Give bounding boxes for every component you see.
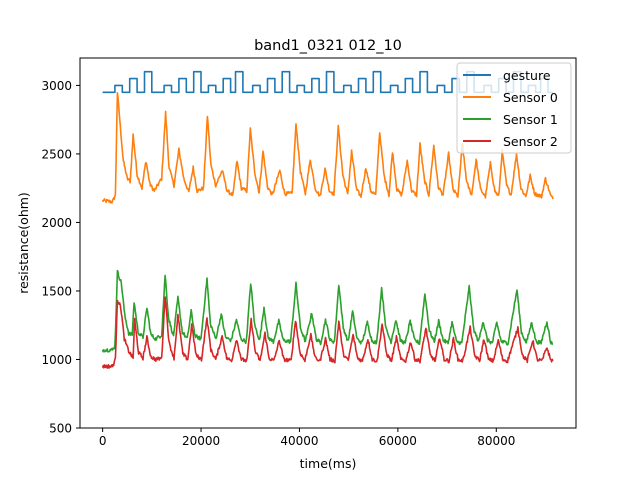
- y-tick-label: 2500: [41, 147, 72, 161]
- x-axis-label: time(ms): [300, 456, 357, 471]
- x-tick-label: 40000: [280, 434, 318, 448]
- y-axis: 500 1000 1500 2000 2500 3000: [41, 79, 80, 436]
- y-tick-label: 3000: [41, 79, 72, 93]
- legend-box: [456, 62, 572, 154]
- y-tick-label: 500: [49, 422, 72, 436]
- series-line-sensor-1: [101, 269, 554, 353]
- legend: gesture Sensor 0 Sensor 1 Sensor 2: [456, 62, 572, 154]
- x-tick-label: 0: [99, 434, 107, 448]
- y-axis-label: resistance(ohm): [16, 192, 31, 294]
- y-tick-label: 1500: [41, 284, 72, 298]
- plot-frame: [79, 57, 577, 429]
- legend-label-sensor-0: Sensor 0: [503, 90, 558, 105]
- series-line-sensor-0: [101, 92, 554, 204]
- legend-label-sensor-2: Sensor 2: [503, 134, 558, 149]
- legend-label-gesture: gesture: [503, 68, 551, 83]
- x-axis: 0 20000 40000 60000 80000: [99, 428, 515, 448]
- x-tick-label: 60000: [379, 434, 417, 448]
- x-tick-label: 80000: [477, 434, 515, 448]
- series-line-sensor-2: [101, 296, 554, 369]
- y-tick-label: 1000: [41, 353, 72, 367]
- chart-title: band1_0321 012_10: [254, 38, 402, 54]
- x-tick-label: 20000: [182, 434, 220, 448]
- legend-label-sensor-1: Sensor 1: [503, 112, 558, 127]
- y-tick-label: 2000: [41, 216, 72, 230]
